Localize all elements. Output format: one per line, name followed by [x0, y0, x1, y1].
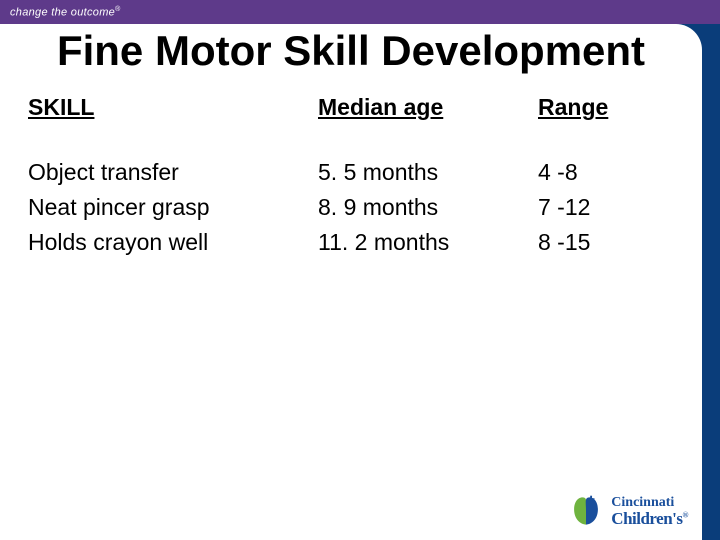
table-row-median: 11. 2 months	[318, 229, 538, 256]
logo-text: Cincinnati Children's®	[611, 496, 688, 527]
table-row-skill: Neat pincer grasp	[28, 194, 318, 221]
col-header-median: Median age	[318, 94, 538, 121]
logo-line2: Children's®	[611, 510, 688, 527]
footer-logo: Cincinnati Children's®	[569, 494, 688, 528]
table-row-median: 5. 5 months	[318, 159, 538, 186]
logo-icon	[569, 494, 603, 528]
logo-line2-text: Children's	[611, 509, 682, 528]
col-header-skill: SKILL	[28, 94, 318, 121]
tagline-mark: ®	[115, 6, 120, 13]
table-row-range: 4 -8	[538, 159, 658, 186]
col-header-range: Range	[538, 94, 658, 121]
table-row-skill: Object transfer	[28, 159, 318, 186]
table-row-range: 8 -15	[538, 229, 658, 256]
logo-mark: ®	[683, 510, 688, 519]
content-panel: Fine Motor Skill Development SKILL Media…	[0, 24, 702, 540]
logo-line1: Cincinnati	[611, 496, 688, 510]
top-bar: change the outcome®	[0, 0, 720, 24]
tagline-text: change the outcome	[10, 6, 115, 18]
page-title: Fine Motor Skill Development	[0, 28, 702, 74]
skill-table: SKILL Median age Range Object transfer 5…	[28, 94, 674, 256]
table-row-skill: Holds crayon well	[28, 229, 318, 256]
table-row-median: 8. 9 months	[318, 194, 538, 221]
tagline: change the outcome®	[10, 6, 121, 19]
table-row-range: 7 -12	[538, 194, 658, 221]
